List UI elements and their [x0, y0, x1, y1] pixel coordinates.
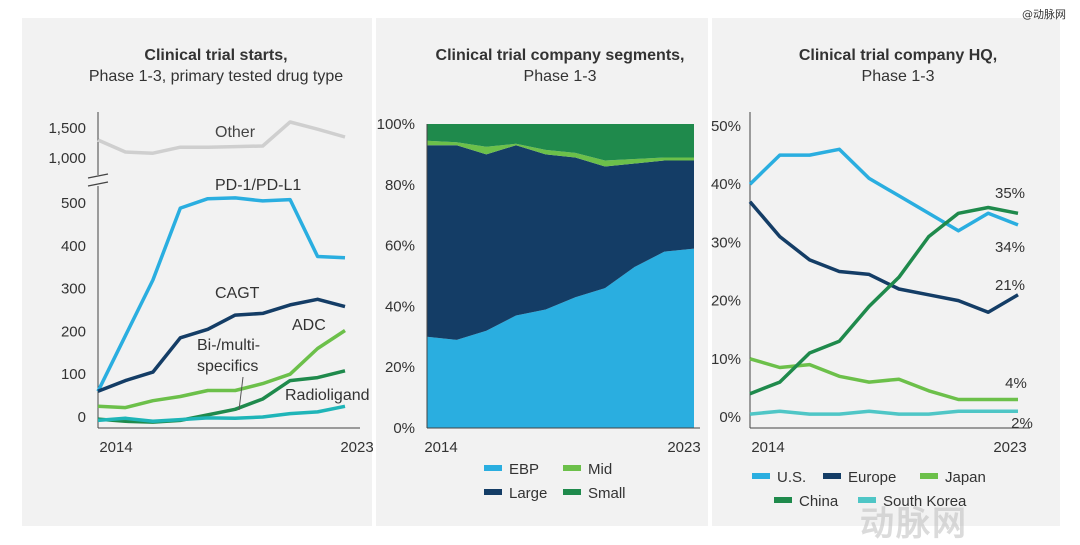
series-label-cagt: CAGT [215, 285, 260, 302]
chart1-y-tick-label: 0 [78, 409, 86, 426]
legend-swatch-small [563, 489, 581, 495]
chart3-y-tick-label: 40% [711, 176, 741, 193]
chart-panel-hq [712, 18, 1060, 526]
series-line-radioligand [97, 404, 346, 424]
legend-label-south-korea: South Korea [883, 493, 967, 510]
chart1-axis-break-mark [87, 173, 109, 179]
series-label-pd1: PD-1/PD-L1 [215, 177, 301, 194]
legend-label-ebp: EBP [509, 461, 539, 478]
chart3-x-tick-2023: 2023 [993, 439, 1026, 456]
chart1-y-tick-label: 400 [61, 238, 86, 255]
legend-swatch-ebp [484, 465, 502, 471]
chart2-subtitle: Phase 1-3 [524, 68, 597, 85]
series-line-china [749, 205, 1019, 396]
series-line-europe [748, 200, 1019, 314]
chart3-y-tick-label: 10% [711, 351, 741, 368]
series-label-adc: ADC [292, 317, 326, 334]
chart2-y-tick-label: 60% [385, 238, 415, 255]
series-label-radioligand: Radioligand [285, 387, 370, 404]
chart3-y-tick-label: 20% [711, 293, 741, 310]
area-large [427, 145, 694, 340]
legend-label-mid: Mid [588, 461, 612, 478]
legend-swatch-south-korea [858, 497, 876, 503]
chart3-x-tick-2014: 2014 [751, 439, 784, 456]
chart2-y-tick-label: 40% [385, 298, 415, 315]
chart1-y-tick-label: 100 [61, 366, 86, 383]
chart2-y-tick-label: 0% [393, 420, 415, 437]
chart1-x-tick-2014: 2014 [99, 439, 132, 456]
chart1-y-tick-label: 1,000 [48, 150, 86, 167]
end-label-japan: 4% [1005, 375, 1027, 392]
area-small [427, 124, 694, 161]
series-line-adc [97, 329, 346, 410]
legend-label-us: U.S. [777, 469, 806, 486]
end-label-us: 34% [995, 239, 1025, 256]
chart1-y-tick-label: 200 [61, 323, 86, 340]
series-line-cagt [97, 297, 346, 393]
chart1-subtitle: Phase 1-3, primary tested drug type [89, 68, 343, 85]
series-label-other: Other [215, 124, 256, 141]
chart2-y-tick-label: 80% [385, 177, 415, 194]
chart3-y-tick-label: 50% [711, 118, 741, 135]
series-line-bi-multi-specifics [97, 369, 346, 424]
chart1-y-tick-label: 500 [61, 195, 86, 212]
chart2-title: Clinical trial company segments, [436, 47, 685, 64]
legend-label-europe: Europe [848, 469, 896, 486]
chart1-x-tick-2023: 2023 [340, 439, 373, 456]
bispecifics-leader-line [238, 376, 244, 411]
chart3-legend: U.S. Europe Japan China South Korea [752, 469, 986, 510]
legend-label-small: Small [588, 485, 626, 502]
chart-panel-starts [22, 18, 372, 526]
series-line-other [97, 120, 346, 155]
chart3-y-tick-label: 0% [719, 409, 741, 426]
brand-watermark: 动脉网 [860, 504, 968, 544]
chart3-y-tick-label: 30% [711, 234, 741, 251]
chart2-legend: EBP Mid Large Small [484, 461, 626, 502]
legend-swatch-europe [823, 473, 841, 479]
legend-swatch-mid [563, 465, 581, 471]
legend-label-large: Large [509, 485, 547, 502]
end-label-europe: 21% [995, 277, 1025, 294]
watermark-text: @动脉网 [1022, 8, 1066, 21]
end-label-china: 35% [995, 185, 1025, 202]
chart1-y-tick-label: 300 [61, 281, 86, 298]
chart1-axis-break-mark [87, 181, 109, 187]
legend-swatch-china [774, 497, 792, 503]
series-line-japan [749, 357, 1018, 402]
chart2-y-tick-label: 20% [385, 359, 415, 376]
chart3-subtitle: Phase 1-3 [862, 68, 935, 85]
end-label-south-korea: 2% [1011, 415, 1033, 432]
legend-swatch-japan [920, 473, 938, 479]
legend-label-china: China [799, 493, 839, 510]
area-mid [427, 140, 694, 167]
chart2-x-tick-2023: 2023 [667, 439, 700, 456]
series-line-pd-1-pd-l1 [96, 196, 346, 393]
legend-label-japan: Japan [945, 469, 986, 486]
series-line-south-korea [749, 409, 1018, 416]
chart1-y-tick-label: 1,500 [48, 120, 86, 137]
chart2-x-tick-2014: 2014 [424, 439, 457, 456]
area-ebp [427, 248, 694, 428]
legend-swatch-large [484, 489, 502, 495]
chart1-title: Clinical trial starts, [144, 47, 287, 64]
legend-swatch-us [752, 473, 770, 479]
series-label-bispecifics-2: specifics [197, 358, 258, 375]
chart3-title: Clinical trial company HQ, [799, 47, 997, 64]
series-line-u-s [748, 147, 1019, 233]
series-label-bispecifics-1: Bi-/multi- [197, 337, 260, 354]
chart2-y-tick-label: 100% [377, 116, 415, 133]
